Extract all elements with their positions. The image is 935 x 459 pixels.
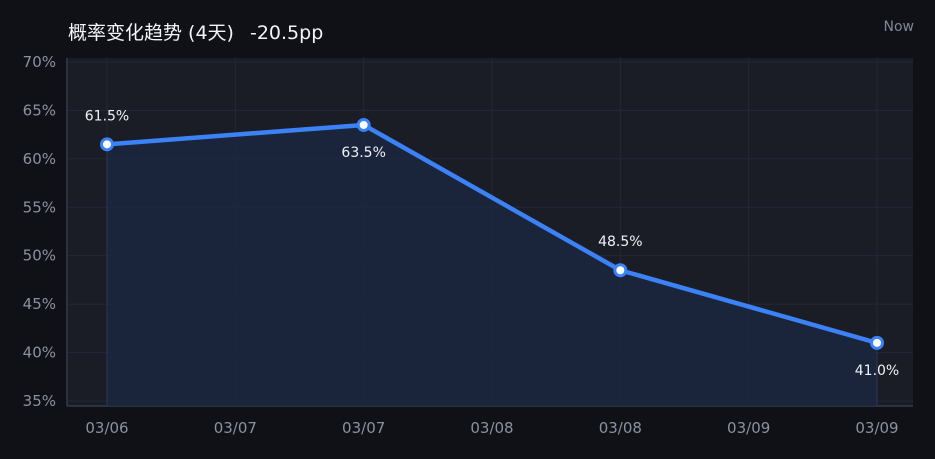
y-tick-label: 35% [23,392,56,410]
y-tick-label: 60% [23,150,56,168]
y-tick-label: 70% [23,53,56,71]
y-tick-label: 50% [23,247,56,265]
series-line [104,122,880,346]
change-value: -20.5pp [249,22,324,44]
x-tick-label: 03/09 [727,419,770,437]
area-fill [107,124,877,406]
data-point [356,117,371,132]
x-tick-label: 03/07 [214,419,257,437]
data-label: 41.0% [855,363,899,379]
time-badge: Now [883,19,915,35]
x-tick-label: 03/06 [85,419,128,437]
data-label: 63.5% [341,145,385,161]
x-tick-label: 03/08 [599,419,642,437]
data-label: 61.5% [85,108,129,124]
x-tick-label: 03/07 [342,419,385,437]
x-tick-label: 03/08 [470,419,513,437]
y-tick-label: 45% [23,295,56,313]
data-label: 48.5% [598,234,642,250]
x-tick-label: 03/09 [855,419,898,437]
chart-title: 概率变化趋势 (4天) [68,22,234,44]
data-point [870,335,884,350]
y-tick-label: 40% [23,344,56,362]
data-point [100,137,114,152]
chart-header: 概率变化趋势 (4天) -20.5pp [68,18,323,45]
y-tick-label: 65% [23,101,56,119]
y-tick-label: 55% [23,198,56,216]
data-point [613,263,628,278]
